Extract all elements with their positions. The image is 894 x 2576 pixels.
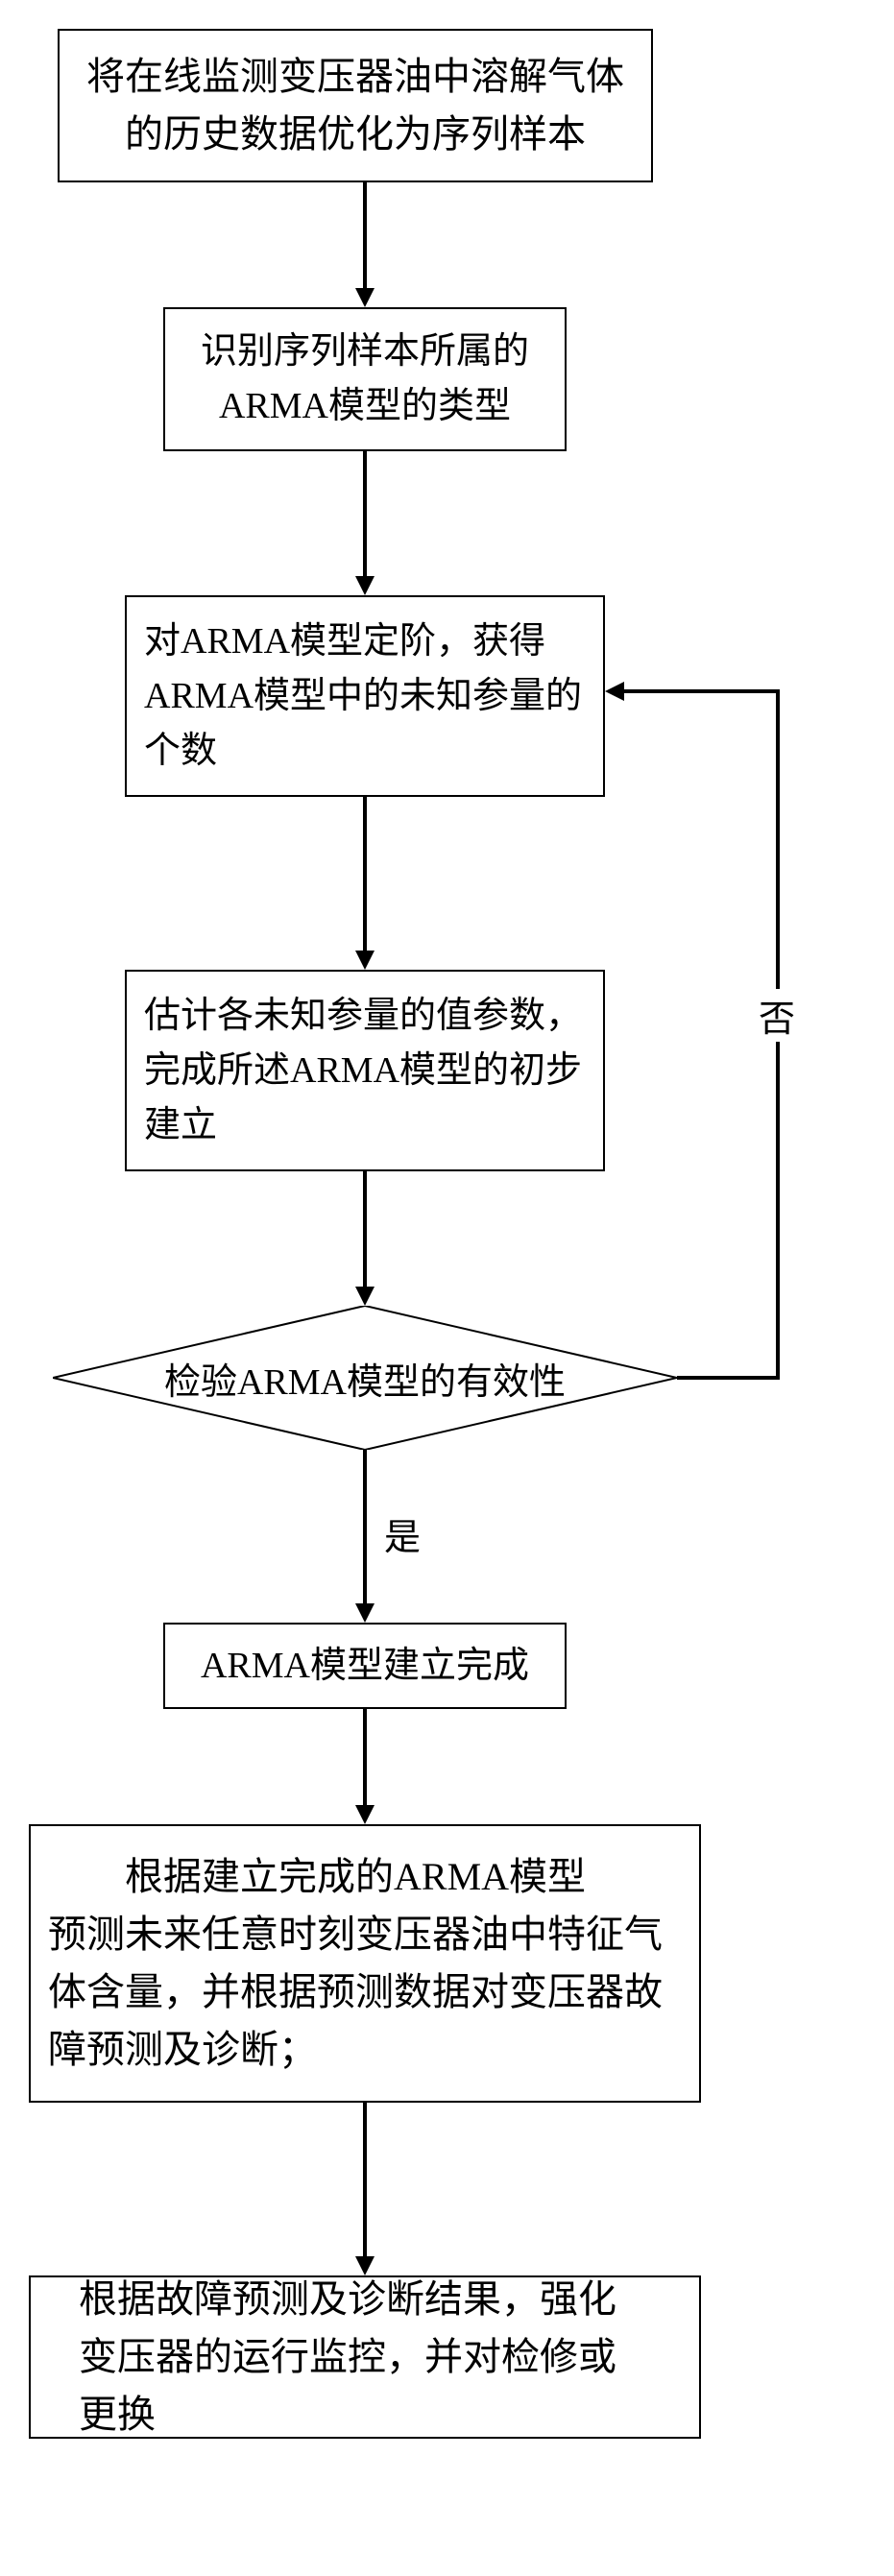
node-monitor-maintain: 根据故障预测及诊断结果，强化变压器的运行监控，并对检修或更换 <box>29 2275 701 2439</box>
node-predict-diagnose: 根据建立完成的ARMA模型 预测未来任意时刻变压器油中特征气体含量，并根据预测数… <box>29 1824 701 2103</box>
edge-feedback-h2 <box>624 689 780 693</box>
node-estimate-params: 估计各未知参量的值参数，完成所述ARMA模型的初步建立 <box>125 970 605 1171</box>
node-arma-order: 对ARMA模型定阶，获得ARMA模型中的未知参量的个数 <box>125 595 605 797</box>
node-label: 对ARMA模型定阶，获得ARMA模型中的未知参量的个数 <box>144 614 586 779</box>
node-label: 将在线监测变压器油中溶解气体的历史数据优化为序列样本 <box>77 48 634 163</box>
edge-2-3-head <box>355 576 375 595</box>
edge-feedback-head <box>605 682 624 701</box>
edge-4-5 <box>363 1171 367 1287</box>
edge-label-yes: 是 <box>384 1507 421 1560</box>
edge-2-3 <box>363 451 367 576</box>
node-label: 根据建立完成的ARMA模型 预测未来任意时刻变压器油中特征气体含量，并根据预测数… <box>48 1848 682 2079</box>
edge-5-6-head <box>355 1603 375 1623</box>
node-validate-arma: 检验ARMA模型的有效性 <box>53 1306 677 1450</box>
node-label: 识别序列样本所属的ARMA模型的类型 <box>182 325 547 434</box>
edge-feedback-h1 <box>677 1376 778 1380</box>
node-label: ARMA模型建立完成 <box>182 1639 547 1694</box>
edge-1-2 <box>363 182 367 288</box>
node-label: 根据故障预测及诊断结果，强化变压器的运行监控，并对检修或更换 <box>79 2271 651 2444</box>
node-label: 检验ARMA模型的有效性 <box>53 1306 677 1450</box>
edge-3-4-head <box>355 951 375 970</box>
node-optimize-history: 将在线监测变压器油中溶解气体的历史数据优化为序列样本 <box>58 29 653 182</box>
edge-6-7 <box>363 1709 367 1805</box>
edge-4-5-head <box>355 1287 375 1306</box>
edge-1-2-head <box>355 288 375 307</box>
node-arma-complete: ARMA模型建立完成 <box>163 1623 567 1709</box>
edge-5-6 <box>363 1450 367 1603</box>
flowchart-canvas: 将在线监测变压器油中溶解气体的历史数据优化为序列样本 识别序列样本所属的ARMA… <box>0 0 894 2576</box>
edge-3-4 <box>363 797 367 951</box>
edge-6-7-head <box>355 1805 375 1824</box>
node-identify-arma-type: 识别序列样本所属的ARMA模型的类型 <box>163 307 567 451</box>
edge-label-no: 否 <box>759 989 795 1042</box>
edge-7-8 <box>363 2103 367 2256</box>
node-label: 估计各未知参量的值参数，完成所述ARMA模型的初步建立 <box>144 989 586 1153</box>
